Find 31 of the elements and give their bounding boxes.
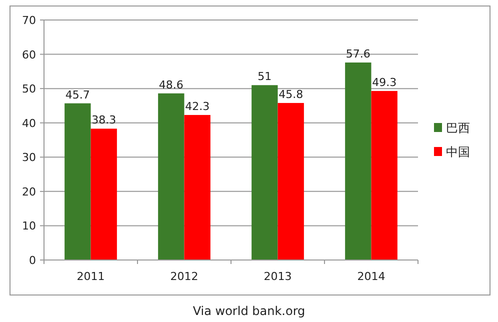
x-tick-label: 2012 xyxy=(170,270,198,283)
bar xyxy=(371,90,398,260)
text: Via world bank.org xyxy=(192,304,306,318)
data-label: 48.6 xyxy=(158,78,184,92)
y-tick-label: 40 xyxy=(22,116,36,130)
y-tick-label: 0 xyxy=(29,254,36,267)
y-tick-label: 50 xyxy=(22,82,36,96)
data-label: 45.7 xyxy=(65,88,90,102)
data-label: 57.6 xyxy=(346,48,370,61)
bar xyxy=(345,62,372,260)
data-label: 38.3 xyxy=(92,114,116,127)
x-tick-label: 2014 xyxy=(357,270,386,283)
y-tick-label: 60 xyxy=(22,48,36,62)
bar xyxy=(252,85,278,260)
x-tick-label: 2011 xyxy=(76,270,105,283)
y-tick-label: 10 xyxy=(22,220,36,233)
data-label: 49.3 xyxy=(372,76,397,89)
y-tick-label: 30 xyxy=(22,151,36,164)
bar xyxy=(64,103,91,260)
data-label: 51 xyxy=(258,70,272,84)
bar xyxy=(278,102,304,260)
bar xyxy=(90,128,117,260)
x-tick-label: 2013 xyxy=(264,270,292,283)
data-label: 42.3 xyxy=(185,100,210,113)
legend-label: 中国 xyxy=(446,145,470,159)
data-label: 45.8 xyxy=(278,88,304,101)
bar xyxy=(184,114,210,260)
legend-label: 巴西 xyxy=(446,121,470,135)
y-tick-label: 20 xyxy=(22,185,36,198)
bar xyxy=(158,93,184,260)
y-tick-label: 70 xyxy=(22,14,36,27)
